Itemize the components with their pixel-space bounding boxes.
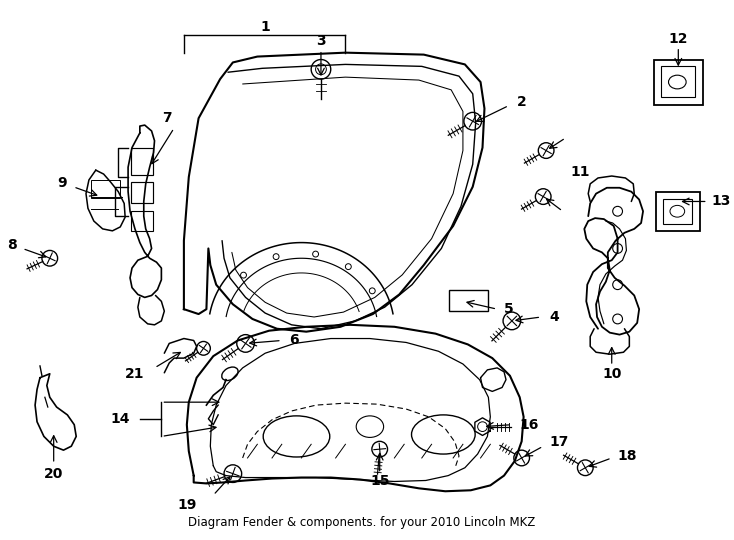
Bar <box>449 289 488 311</box>
Text: 16: 16 <box>520 417 539 431</box>
Text: 18: 18 <box>617 449 637 463</box>
Text: 2: 2 <box>517 94 526 109</box>
Text: 17: 17 <box>549 435 568 449</box>
Text: 19: 19 <box>177 498 197 512</box>
Text: 15: 15 <box>370 475 390 489</box>
Text: 11: 11 <box>570 165 590 179</box>
Bar <box>91 180 120 198</box>
Text: Diagram Fender & components. for your 2010 Lincoln MKZ: Diagram Fender & components. for your 20… <box>189 516 536 529</box>
Bar <box>131 182 153 204</box>
Text: 13: 13 <box>711 194 731 208</box>
Text: 5: 5 <box>504 302 514 316</box>
Text: 12: 12 <box>669 32 688 46</box>
Bar <box>131 211 153 231</box>
Text: 9: 9 <box>57 176 66 190</box>
Bar <box>663 199 692 224</box>
Text: 4: 4 <box>549 310 559 324</box>
Text: 21: 21 <box>126 367 145 381</box>
Text: 10: 10 <box>602 367 622 381</box>
Text: 1: 1 <box>261 20 270 34</box>
Text: 3: 3 <box>316 34 326 48</box>
Text: 6: 6 <box>288 334 298 347</box>
Bar <box>661 66 695 97</box>
Bar <box>131 147 153 175</box>
Text: 14: 14 <box>111 412 130 426</box>
Text: 7: 7 <box>162 111 172 125</box>
Text: 20: 20 <box>44 467 63 481</box>
Bar <box>654 59 702 105</box>
Text: 8: 8 <box>7 238 16 252</box>
Bar <box>655 192 700 231</box>
